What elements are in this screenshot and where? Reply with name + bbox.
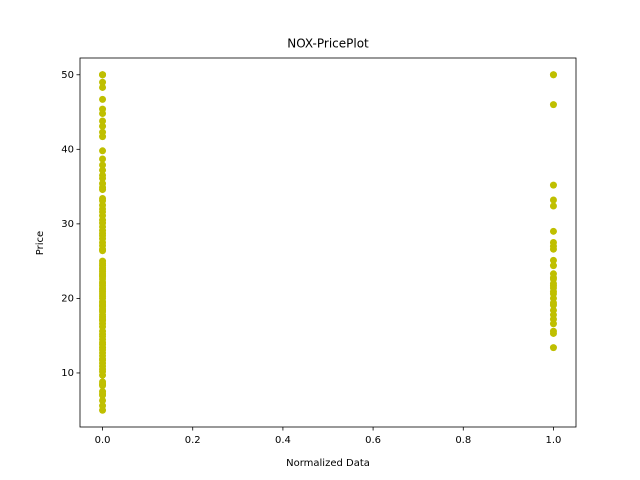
y-tick-label: 50 bbox=[61, 70, 74, 81]
point bbox=[99, 78, 107, 86]
point bbox=[549, 196, 557, 204]
y-tick-label: 30 bbox=[61, 219, 74, 230]
y-tick-label: 40 bbox=[61, 144, 74, 155]
point bbox=[99, 391, 107, 399]
point bbox=[549, 320, 557, 328]
point bbox=[99, 161, 107, 169]
point bbox=[99, 117, 107, 125]
point bbox=[99, 71, 107, 79]
point bbox=[99, 186, 107, 194]
point bbox=[549, 227, 557, 235]
point bbox=[99, 133, 107, 141]
point bbox=[549, 256, 557, 264]
x-tick-label: 0.4 bbox=[275, 435, 291, 446]
point bbox=[99, 83, 107, 91]
y-tick-label: 10 bbox=[61, 368, 74, 379]
point bbox=[549, 301, 557, 309]
point bbox=[549, 329, 557, 337]
x-tick-label: 0.2 bbox=[185, 435, 201, 446]
y-tick-label: 20 bbox=[61, 293, 74, 304]
axes-frame bbox=[79, 57, 577, 428]
point bbox=[99, 406, 107, 414]
x-tick-label: 0.0 bbox=[95, 435, 111, 446]
point bbox=[99, 155, 107, 163]
point bbox=[99, 174, 107, 182]
x-tick-label: 1.0 bbox=[546, 435, 562, 446]
point bbox=[99, 110, 107, 118]
point bbox=[99, 397, 107, 405]
point bbox=[99, 382, 107, 390]
point bbox=[99, 247, 107, 255]
point bbox=[549, 202, 557, 210]
x-axis-label: Normalized Data bbox=[286, 458, 370, 469]
point bbox=[99, 147, 107, 155]
point bbox=[549, 262, 557, 270]
point bbox=[549, 344, 557, 352]
y-axis-label: Price bbox=[35, 231, 46, 255]
point bbox=[99, 122, 107, 130]
x-tick-label: 0.6 bbox=[365, 435, 381, 446]
x-tick-label: 0.8 bbox=[455, 435, 471, 446]
point bbox=[549, 181, 557, 189]
chart-title: NOX-PricePlot bbox=[287, 37, 369, 51]
point bbox=[99, 166, 107, 174]
point bbox=[549, 245, 557, 253]
point bbox=[99, 371, 107, 379]
point bbox=[99, 95, 107, 103]
point bbox=[549, 71, 557, 79]
point bbox=[549, 101, 557, 109]
